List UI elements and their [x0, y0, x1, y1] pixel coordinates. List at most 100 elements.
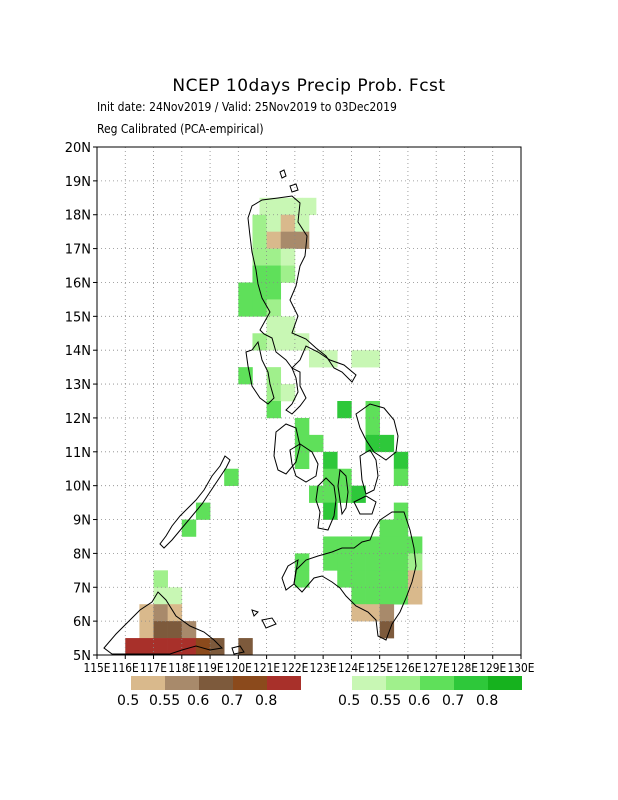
prob-cell — [280, 316, 296, 334]
dry-label-3: 0.7 — [221, 693, 244, 709]
prob-cell — [407, 570, 423, 588]
prob-cell — [309, 350, 324, 368]
lat-tick-label: 12N — [65, 412, 91, 427]
prob-cell — [280, 265, 296, 283]
prob-cell — [309, 485, 324, 503]
lon-tick-label: 124E — [338, 661, 365, 675]
prob-cell — [294, 417, 310, 436]
legend-swatch — [420, 676, 454, 690]
prob-cell — [266, 316, 282, 334]
prob-cell — [238, 282, 253, 300]
coast-sulu-3 — [231, 645, 245, 655]
prob-cell — [259, 197, 274, 216]
legend-swatch — [454, 676, 488, 690]
coast-borneo — [103, 591, 224, 655]
prob-cell — [393, 536, 409, 554]
lon-tick-label: 115E — [84, 661, 111, 675]
legend-swatch — [386, 676, 420, 690]
prob-cell — [294, 214, 310, 232]
lon-tick-label: 128E — [451, 661, 478, 675]
lat-tick-label: 14N — [65, 344, 91, 359]
dry-label-0: 0.5 — [117, 693, 140, 709]
prob-cell — [393, 519, 409, 537]
prob-cell — [266, 367, 282, 385]
prob-cell — [379, 587, 395, 605]
prob-cell — [238, 299, 253, 317]
gridlines — [97, 147, 521, 655]
lon-tick-label: 126E — [394, 661, 421, 675]
subtitle-dates: Init date: 24Nov2019 / Valid: 25Nov2019 … — [97, 100, 397, 114]
legend-swatch — [199, 676, 233, 690]
coast-sulu-1 — [251, 609, 259, 617]
dry-label-4: 0.8 — [255, 693, 278, 709]
prob-cell — [365, 434, 380, 453]
prob-cell — [181, 519, 197, 537]
prob-cell — [280, 231, 296, 249]
legend-wet — [352, 676, 522, 690]
legend-swatch — [488, 676, 522, 690]
prob-cell — [337, 553, 352, 571]
coast-zamboanga — [281, 559, 299, 591]
prob-cell — [393, 468, 409, 486]
prob-cell — [294, 451, 310, 470]
prob-cell — [252, 299, 267, 317]
prob-cell — [210, 638, 225, 656]
legend-dry — [131, 676, 301, 690]
coast-mindoro — [273, 423, 301, 475]
lon-tick-label: 125E — [366, 661, 393, 675]
coast-negros — [315, 477, 337, 531]
prob-cell — [351, 350, 366, 368]
longitude-tick-labels: 115E 116E 117E 118E 119E 120E 121E 122E 123E 124E… — [84, 655, 535, 675]
prob-cell — [365, 604, 380, 622]
prob-cell — [337, 401, 352, 419]
prob-cell — [323, 468, 338, 486]
lat-tick-label: 13N — [65, 378, 91, 393]
lat-tick-label: 18N — [65, 209, 91, 224]
prob-cell — [309, 434, 324, 453]
prob-cell — [266, 282, 282, 300]
prob-cell — [365, 536, 380, 554]
lat-tick-label: 15N — [65, 310, 91, 325]
prob-cell — [379, 553, 395, 571]
coastline — [103, 169, 417, 655]
prob-cell — [351, 553, 366, 571]
prob-cell — [238, 638, 253, 656]
wet-label-0: 0.5 — [338, 693, 361, 709]
lat-tick-label: 11N — [65, 446, 91, 461]
coast-leyte — [359, 449, 379, 495]
prob-cell — [337, 536, 352, 554]
prob-cell — [365, 587, 380, 605]
prob-cell — [294, 553, 310, 571]
lat-tick-label: 9N — [73, 514, 91, 529]
legend-swatch — [165, 676, 199, 690]
prob-cell — [365, 570, 380, 588]
prob-cell — [294, 570, 310, 588]
lon-tick-label: 127E — [423, 661, 450, 675]
prob-cell — [153, 604, 168, 622]
prob-cell — [379, 434, 395, 453]
coast-panay — [289, 443, 319, 483]
lon-tick-label: 121E — [253, 661, 280, 675]
prob-cell — [379, 621, 395, 639]
prob-cell — [323, 451, 338, 470]
prob-cell — [337, 468, 352, 486]
prob-cell — [280, 333, 296, 351]
lon-tick-label: 119E — [197, 661, 224, 675]
prob-cell — [195, 502, 211, 520]
prob-cell — [393, 553, 409, 571]
lon-tick-label: 123E — [310, 661, 337, 675]
prob-cell — [195, 638, 211, 656]
lat-tick-label: 19N — [65, 175, 91, 190]
lon-tick-label: 116E — [112, 661, 139, 675]
probability-cells — [125, 197, 423, 656]
lat-tick-label: 10N — [65, 480, 91, 495]
coast-luzon — [247, 195, 357, 383]
prob-cell — [294, 333, 310, 351]
prob-cell — [379, 604, 395, 622]
prob-cell — [153, 570, 168, 588]
wet-label-3: 0.7 — [442, 693, 465, 709]
prob-cell — [393, 570, 409, 588]
dry-label-2: 0.6 — [187, 693, 210, 709]
coast-palawan — [159, 455, 231, 549]
prob-cell — [323, 536, 338, 554]
